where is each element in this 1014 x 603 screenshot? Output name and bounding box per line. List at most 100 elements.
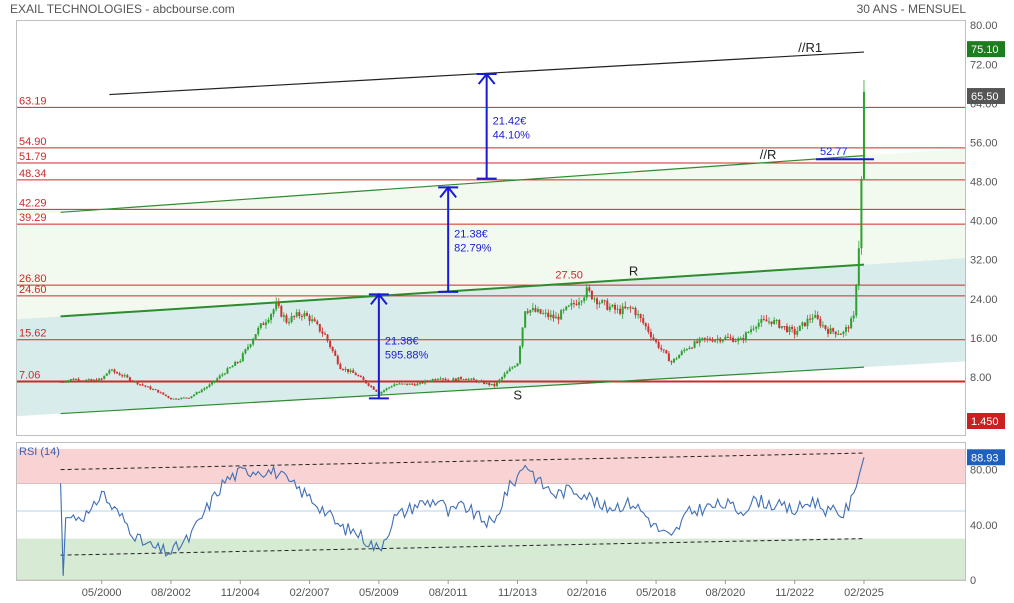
candle-body-275	[765, 319, 768, 322]
candle-body-168	[490, 383, 493, 386]
candle-body-156	[460, 377, 462, 380]
candle-body-295	[816, 315, 819, 319]
candle-body-264	[737, 338, 740, 341]
candle-body-65	[226, 368, 229, 374]
candle-body-237	[667, 353, 670, 362]
level-label-1: 54.90	[19, 136, 47, 148]
candle-body-51	[190, 396, 193, 399]
candle-body-313	[862, 91, 865, 180]
candle-body-304	[839, 333, 842, 335]
candle-body-20	[110, 369, 113, 371]
candle-body-289	[801, 322, 804, 326]
x-tick-0: 05/2000	[82, 587, 122, 599]
candle-body-302	[834, 331, 837, 335]
candle-body-119	[365, 380, 368, 384]
candle-body-151	[447, 379, 450, 381]
price-plot-area	[17, 51, 965, 417]
candle-body-113	[349, 370, 352, 373]
candle-body-176	[511, 367, 514, 369]
candle-body-112	[347, 368, 350, 373]
level-label-4: 42.29	[19, 197, 47, 209]
candle-body-216	[614, 304, 616, 310]
x-tick-8: 05/2018	[636, 587, 676, 599]
candle-body-8	[80, 380, 83, 382]
candle-body-37	[154, 389, 157, 391]
candle-body-58	[208, 384, 211, 387]
candle-body-23	[118, 373, 121, 376]
measure-percent-1: 82.79%	[454, 243, 492, 255]
candle-body-190	[547, 312, 550, 318]
candle-body-160	[470, 378, 473, 380]
candle-body-104	[326, 334, 329, 341]
candle-body-246	[691, 347, 693, 349]
candle-body-38	[157, 389, 160, 393]
candle-body-21	[113, 369, 116, 373]
candle-body-110	[341, 369, 344, 371]
candle-body-161	[472, 378, 475, 381]
candle-body-182	[526, 311, 529, 313]
candle-body-86	[280, 305, 283, 317]
candle-body-22	[116, 372, 119, 374]
x-tick-6: 11/2013	[498, 587, 537, 599]
candle-body-157	[462, 379, 465, 381]
candle-body-191	[549, 314, 552, 318]
candle-body-28	[131, 380, 134, 382]
candle-body-73	[246, 346, 249, 350]
candle-body-72	[244, 349, 247, 354]
measure-head-0	[370, 292, 388, 305]
measure-amount-2: 21.42€	[493, 115, 527, 127]
measure-head-1	[439, 185, 457, 199]
candle-body-14	[95, 379, 98, 382]
candle-body-185	[534, 308, 537, 312]
price-tick-8: 72.00	[970, 59, 998, 71]
trendline-label-0: //R1	[798, 40, 822, 55]
candle-body-75	[252, 339, 255, 345]
trendline-1	[60, 155, 865, 213]
candle-body-10	[85, 379, 88, 381]
candle-body-61	[216, 378, 219, 381]
price-panel	[16, 20, 966, 436]
candle-body-308	[850, 318, 853, 329]
candle-body-243	[683, 349, 686, 352]
price-tick-6: 56.00	[970, 137, 998, 149]
candle-body-122	[372, 386, 375, 390]
candle-body-298	[824, 325, 827, 330]
candle-body-27	[128, 377, 131, 381]
candle-body-94	[300, 315, 303, 317]
measure-head-2	[477, 72, 496, 85]
candle-body-205	[585, 287, 588, 298]
candle-body-175	[508, 368, 511, 372]
candle-body-241	[678, 354, 681, 359]
candle-body-196	[562, 309, 565, 311]
x-tick-4: 05/2009	[359, 587, 399, 599]
candle-body-88	[285, 315, 288, 323]
candle-body-262	[732, 337, 735, 342]
price-tick-1: 16.00	[970, 333, 998, 345]
candle-body-256	[716, 338, 719, 340]
candle-body-39	[159, 392, 162, 394]
candle-body-17	[103, 375, 106, 380]
candle-body-13	[92, 379, 95, 381]
candle-body-130	[393, 384, 396, 387]
candle-body-31	[139, 384, 142, 386]
candle-body-177	[513, 366, 516, 368]
candle-body-49	[185, 397, 188, 399]
candle-body-53	[195, 392, 198, 395]
candle-body-153	[452, 378, 455, 381]
candle-body-99	[313, 319, 316, 322]
candle-body-167	[488, 382, 491, 386]
candle-body-254	[711, 340, 714, 342]
candle-body-305	[842, 331, 845, 334]
candle-body-12	[90, 379, 93, 381]
candle-body-143	[426, 380, 429, 382]
rsi-dashed-line-1	[60, 538, 864, 556]
candle-body-194	[557, 316, 560, 320]
candle-body-189	[544, 312, 547, 314]
candle-body-77	[257, 327, 260, 335]
candle-body-79	[262, 323, 265, 325]
candle-body-221	[626, 307, 629, 309]
candle-body-199	[570, 303, 573, 306]
candle-body-5	[72, 378, 75, 380]
candle-body-215	[611, 304, 614, 307]
candle-body-200	[572, 303, 575, 305]
